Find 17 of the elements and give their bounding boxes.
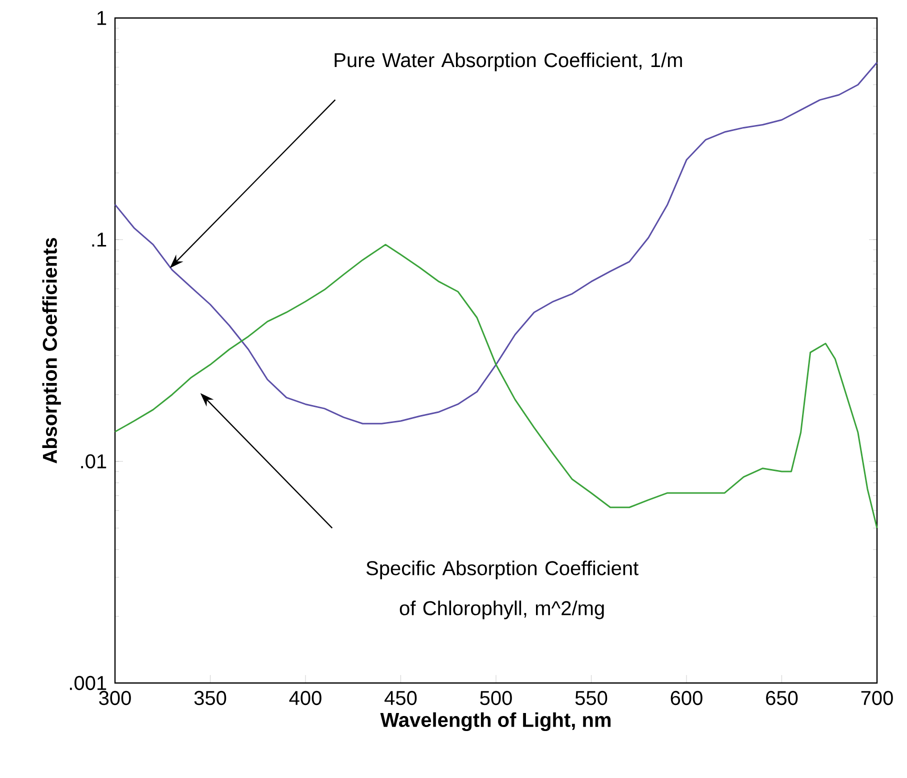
x-tick-label: 400 bbox=[289, 690, 322, 706]
y-axis-title: Absorption Coefficients bbox=[42, 238, 61, 464]
x-tick-label: 500 bbox=[480, 690, 512, 706]
annotation: Specific Absorption Coefficient of Chlorophyll, m^2/mg bbox=[366, 560, 638, 620]
x-tick-label: 450 bbox=[384, 690, 417, 706]
x-tick-label: 650 bbox=[766, 690, 798, 706]
x-axis-title: Wavelength of Light, nm bbox=[380, 712, 611, 732]
x-tick-label: 700 bbox=[861, 690, 893, 706]
x-tick-label: 350 bbox=[194, 690, 226, 706]
y-tick-label: 1 bbox=[97, 11, 106, 25]
x-tick-label: 300 bbox=[99, 690, 131, 706]
y-tick-label: .001 bbox=[70, 676, 106, 690]
x-tick-label: 550 bbox=[575, 690, 608, 706]
annotation: Pure Water Absorption Coefficient, 1/m bbox=[334, 52, 682, 72]
y-tick-label: .1 bbox=[92, 232, 106, 247]
x-tick-label: 600 bbox=[670, 690, 702, 706]
y-tick-label: .01 bbox=[81, 454, 106, 468]
